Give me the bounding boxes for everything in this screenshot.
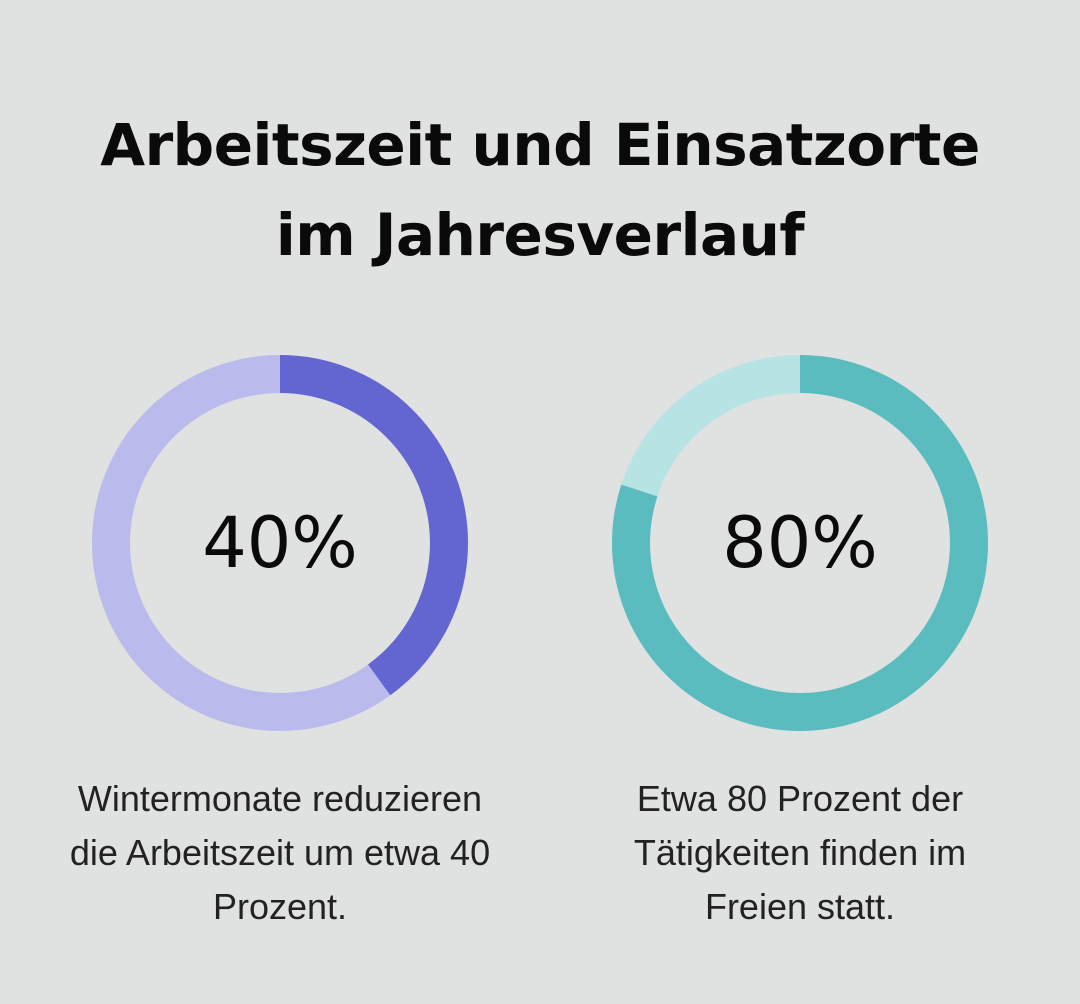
caption-outdoor-line-2: Tätigkeiten finden im xyxy=(633,832,967,873)
caption-outdoor: Etwa 80 Prozent der Tätigkeiten finden i… xyxy=(540,772,1060,934)
caption-worktime-line-2: die Arbeitszeit um etwa 40 xyxy=(69,832,491,873)
donut-value-worktime: 40% xyxy=(202,502,358,584)
caption-outdoor-line-1: Etwa 80 Prozent der xyxy=(636,778,964,819)
donut-chart-worktime: 40% xyxy=(92,355,468,731)
caption-worktime: Wintermonate reduzieren die Arbeitszeit … xyxy=(20,772,540,934)
caption-worktime-line-3: Prozent. xyxy=(212,886,348,927)
donut-chart-outdoor: 80% xyxy=(612,355,988,731)
page-title-line-2: im Jahresverlauf xyxy=(275,201,805,269)
donut-value-outdoor: 80% xyxy=(722,502,878,584)
donut-svg-worktime xyxy=(92,355,468,731)
page-title: Arbeitszeit und Einsatzorte im Jahresver… xyxy=(0,100,1080,280)
donut-svg-outdoor xyxy=(612,355,988,731)
caption-outdoor-line-3: Freien statt. xyxy=(704,886,896,927)
caption-worktime-line-1: Wintermonate reduzieren xyxy=(77,778,483,819)
donut-arc-worktime xyxy=(92,355,468,731)
page-title-line-1: Arbeitszeit und Einsatzorte xyxy=(100,111,980,179)
donut-arc-outdoor xyxy=(612,355,988,731)
